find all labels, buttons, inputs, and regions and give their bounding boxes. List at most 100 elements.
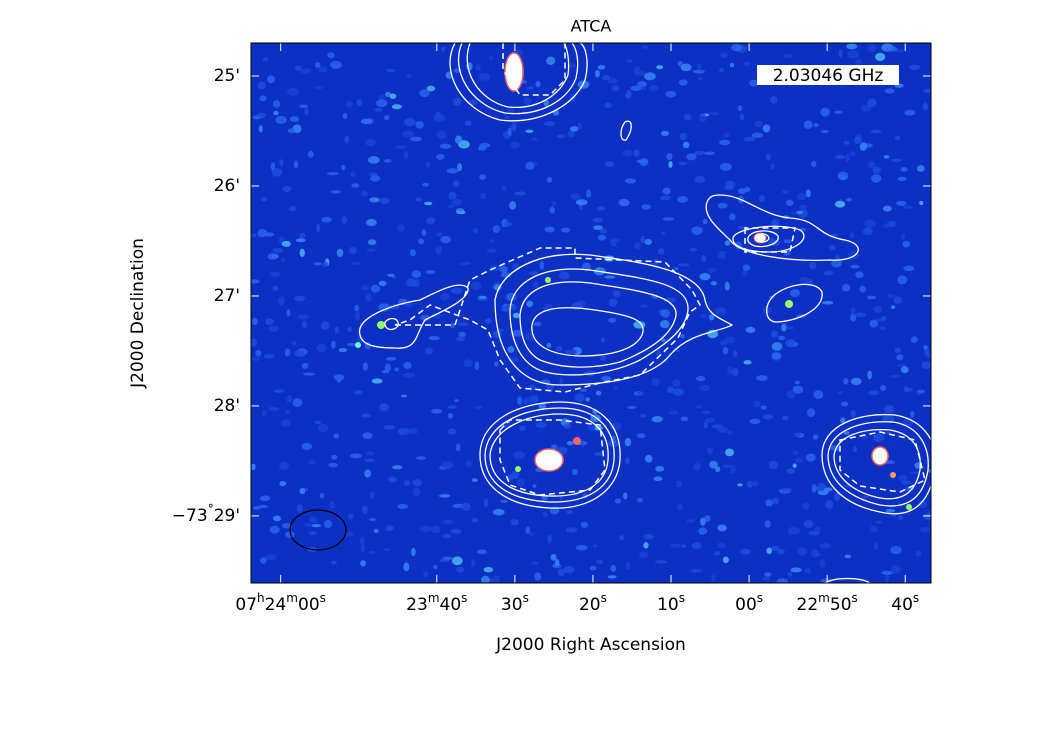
noise-blob xyxy=(880,384,887,391)
noise-blob xyxy=(360,560,366,567)
noise-blob xyxy=(610,564,617,573)
noise-blob xyxy=(360,544,366,553)
noise-blob xyxy=(864,219,877,229)
noise-blob xyxy=(790,567,802,573)
noise-blob xyxy=(624,178,636,184)
noise-blob xyxy=(909,64,921,71)
noise-blob xyxy=(644,72,656,81)
noise-blob xyxy=(430,409,443,414)
noise-blob xyxy=(287,128,296,134)
noise-blob xyxy=(342,113,348,120)
noise-blob xyxy=(351,183,360,188)
noise-blob xyxy=(669,543,681,548)
noise-blob xyxy=(904,387,913,392)
noise-blob xyxy=(365,451,375,456)
noise-blob xyxy=(680,333,685,339)
noise-blob xyxy=(478,72,491,81)
noise-blob xyxy=(703,151,715,155)
y-tick-label: 26' xyxy=(214,176,240,196)
noise-blob xyxy=(364,469,371,478)
noise-blob xyxy=(866,295,877,300)
noise-blob xyxy=(452,179,460,188)
annotation: 2.03046 GHz xyxy=(773,66,884,86)
noise-blob xyxy=(463,359,473,368)
noise-blob xyxy=(751,132,764,138)
x-tick-label: 40s xyxy=(891,591,919,616)
ticks xyxy=(251,43,931,583)
noise-blob xyxy=(855,271,864,279)
noise-blob xyxy=(471,559,476,568)
noise-blob xyxy=(301,362,309,369)
noise-blob xyxy=(266,75,275,84)
noise-blob xyxy=(714,550,721,556)
noise-blob xyxy=(760,405,767,410)
noise-blob xyxy=(364,458,375,463)
noise-blob xyxy=(873,305,883,314)
noise-blob xyxy=(666,152,673,161)
chart-title: ATCA xyxy=(571,17,612,36)
noise-blob xyxy=(698,527,708,535)
noise-blob xyxy=(378,303,391,312)
noise-blob xyxy=(739,548,751,555)
noise-blob xyxy=(604,102,612,108)
noise-blob xyxy=(409,249,416,257)
noise-blob xyxy=(557,568,566,577)
noise-blob xyxy=(723,132,730,138)
x-tick-label: 22m50s xyxy=(797,591,858,616)
noise-blob xyxy=(300,68,312,74)
noise-blob xyxy=(891,158,902,162)
noise-blob xyxy=(566,440,574,446)
noise-blob xyxy=(860,105,872,112)
noise-blob xyxy=(677,263,690,267)
noise-blob xyxy=(446,168,459,174)
noise-blob xyxy=(902,240,911,248)
noise-blob xyxy=(404,480,410,487)
noise-blob xyxy=(389,93,397,100)
noise-blob xyxy=(855,58,863,65)
noise-blob xyxy=(567,130,575,138)
noise-blob xyxy=(678,79,688,86)
x-tick-label: 30s xyxy=(501,591,529,616)
noise-blob xyxy=(322,261,329,268)
noise-blob xyxy=(672,388,685,396)
noise-blob xyxy=(271,167,283,177)
noise-blob xyxy=(596,206,606,211)
noise-blob xyxy=(601,375,611,382)
noise-blob xyxy=(883,223,890,228)
noise-blob xyxy=(867,370,873,380)
noise-blob xyxy=(743,61,751,66)
noise-blob xyxy=(897,514,904,521)
noise-blob xyxy=(258,125,263,133)
noise-blob xyxy=(480,192,487,200)
noise-blob xyxy=(331,454,338,460)
noise-blob xyxy=(903,265,915,272)
noise-blob xyxy=(424,201,433,206)
noise-blob xyxy=(786,468,796,474)
noise-blob xyxy=(451,287,463,294)
noise-blob xyxy=(559,377,564,387)
noise-blob xyxy=(406,73,412,78)
noise-blob xyxy=(397,428,404,436)
noise-blob xyxy=(370,175,381,182)
noise-blob xyxy=(870,129,882,134)
noise-blob xyxy=(739,113,745,121)
noise-blob xyxy=(259,95,267,102)
noise-blob xyxy=(909,471,919,475)
noise-blob xyxy=(385,525,395,532)
noise-blob xyxy=(871,174,882,183)
noise-blob xyxy=(920,526,931,533)
noise-blob xyxy=(362,432,373,440)
noise-blob xyxy=(330,190,341,194)
noise-blob xyxy=(268,325,279,333)
noise-blob xyxy=(722,556,729,564)
noise-blob xyxy=(425,161,431,168)
noise-blob xyxy=(770,95,778,104)
noise-blob xyxy=(457,163,463,172)
noise-blob xyxy=(696,376,706,382)
noise-blob xyxy=(533,280,539,289)
noise-blob xyxy=(625,561,631,570)
noise-blob xyxy=(593,225,604,231)
noise-blob xyxy=(379,403,390,412)
noise-blob xyxy=(777,335,786,341)
noise-blob xyxy=(754,120,763,128)
